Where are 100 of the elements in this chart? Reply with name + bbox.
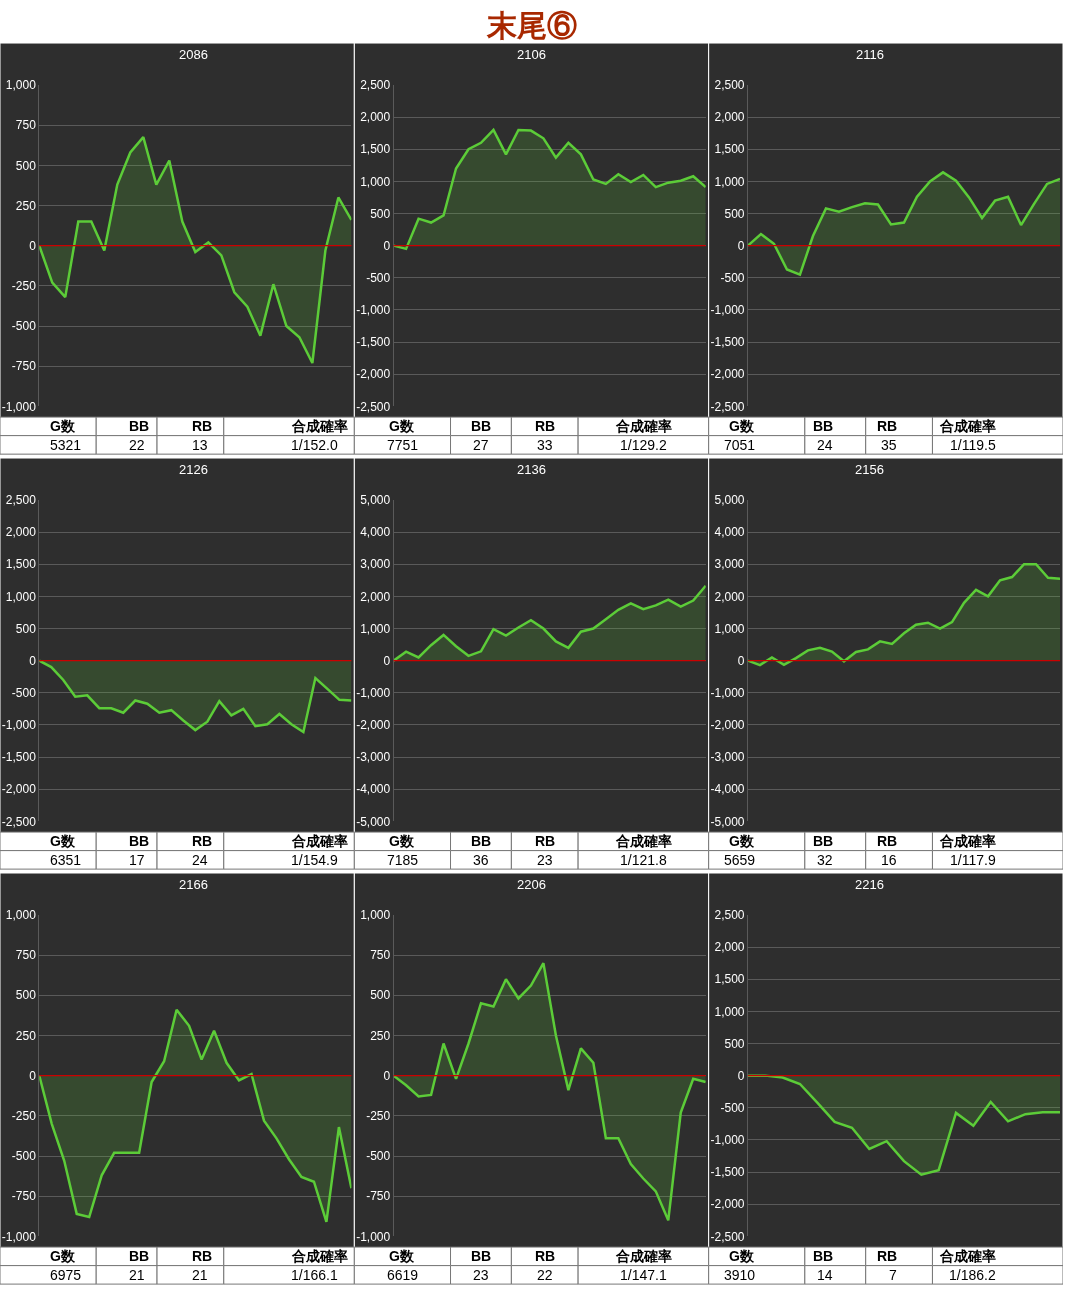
- text: 合成確率: [291, 418, 348, 434]
- text: 35: [881, 437, 897, 453]
- y-tick-label: 500: [15, 988, 37, 1003]
- y-tick-label: 750: [15, 948, 37, 963]
- text: G数: [50, 833, 76, 849]
- y-tick-label: -1,000: [1, 718, 37, 733]
- text: BB: [471, 418, 492, 434]
- text: 5659: [724, 852, 756, 868]
- text: 1/152.0: [291, 437, 338, 453]
- text: 合成確率: [939, 833, 996, 849]
- y-tick-label: -3,000: [356, 750, 391, 765]
- text: 22: [129, 437, 145, 453]
- text: 合成確率: [939, 418, 996, 434]
- y-tick-label: 3,000: [360, 557, 391, 572]
- text: G数: [729, 833, 755, 849]
- text: 合成確率: [615, 833, 672, 849]
- text: 33: [537, 437, 553, 453]
- y-tick-label: 250: [370, 1028, 391, 1043]
- chart-title: 2156: [855, 462, 884, 477]
- text: G数: [389, 1248, 415, 1264]
- y-tick-label: -2,000: [356, 718, 391, 733]
- text: RB: [192, 418, 213, 434]
- y-tick-label: -1,000: [710, 686, 745, 700]
- y-tick-label: 0: [29, 238, 37, 253]
- y-tick-label: 1,500: [5, 557, 37, 572]
- y-tick-label: 1,000: [714, 1004, 745, 1019]
- text: 1/154.9: [291, 852, 338, 868]
- text: 6619: [387, 1267, 419, 1283]
- text: RB: [192, 833, 213, 849]
- text: RB: [877, 833, 898, 849]
- y-tick-label: -500: [11, 1149, 37, 1164]
- y-tick-label: -2,500: [710, 399, 745, 414]
- text: 合成確率: [615, 418, 672, 434]
- y-tick-label: -4,000: [356, 782, 391, 797]
- y-tick-label: 0: [29, 653, 37, 668]
- y-tick-label: -2,500: [710, 1229, 745, 1244]
- y-tick-label: 2,000: [360, 589, 391, 604]
- y-tick-label: 1,000: [5, 78, 37, 93]
- y-tick-label: -2,500: [1, 814, 37, 829]
- y-tick-label: -1,500: [356, 335, 391, 350]
- text: 1/117.9: [950, 852, 996, 868]
- text: 14: [817, 1267, 833, 1283]
- text: 合成確率: [291, 833, 348, 849]
- y-tick-label: -1,000: [710, 1133, 745, 1148]
- y-tick-label: -500: [366, 1149, 391, 1164]
- text: 7751: [387, 437, 419, 453]
- chart-title: 2206: [517, 877, 546, 892]
- chart-title: 2116: [856, 47, 884, 62]
- text: G数: [50, 1248, 76, 1264]
- chart-title: 2166: [179, 877, 208, 892]
- y-tick-label: -500: [720, 271, 745, 286]
- y-tick-label: -5,000: [710, 814, 745, 829]
- text: BB: [471, 1248, 492, 1264]
- y-tick-label: -500: [720, 1100, 745, 1115]
- y-tick-label: 1,500: [714, 972, 745, 987]
- y-tick-label: -1,000: [356, 303, 391, 318]
- chart-title: 2216: [855, 877, 884, 892]
- text: 24: [192, 852, 208, 868]
- text: 末尾⑥: [486, 9, 577, 42]
- y-tick-label: 0: [383, 238, 391, 253]
- text: 23: [537, 852, 553, 868]
- y-tick-label: 500: [724, 206, 745, 221]
- text: BB: [129, 418, 150, 434]
- y-tick-label: 1,000: [5, 908, 37, 923]
- y-tick-label: -1,000: [710, 303, 745, 318]
- text: 16: [881, 852, 897, 868]
- y-tick-label: -2,000: [710, 718, 745, 733]
- chart-title: 2106: [517, 47, 546, 62]
- text: G数: [389, 833, 415, 849]
- y-tick-label: -750: [11, 359, 37, 374]
- y-tick-label: 0: [737, 1068, 745, 1083]
- text: 21: [192, 1267, 208, 1283]
- text: 23: [473, 1267, 489, 1283]
- text: BB: [129, 833, 150, 849]
- y-tick-label: -1,000: [356, 686, 391, 700]
- y-tick-label: -1,500: [710, 335, 745, 350]
- y-tick-label: 3,000: [714, 557, 745, 572]
- y-tick-label: -2,000: [356, 367, 391, 382]
- y-tick-label: 2,000: [714, 110, 745, 125]
- text: 5321: [50, 437, 82, 453]
- y-tick-label: -1,000: [356, 1229, 391, 1244]
- text: 合成確率: [939, 1248, 996, 1264]
- y-tick-label: -250: [11, 279, 37, 294]
- y-tick-label: -250: [11, 1109, 37, 1124]
- text: 21: [129, 1267, 145, 1283]
- y-tick-label: -4,000: [710, 782, 745, 797]
- y-tick-label: 250: [15, 1028, 37, 1043]
- text: RB: [877, 418, 898, 434]
- chart-title: 2086: [179, 47, 208, 62]
- y-tick-label: 1,500: [714, 142, 745, 157]
- y-tick-label: -3,000: [710, 750, 745, 765]
- text: G数: [50, 418, 76, 434]
- text: 7051: [724, 437, 756, 453]
- y-tick-label: 750: [370, 948, 391, 963]
- y-tick-label: 2,500: [5, 493, 37, 508]
- text: G数: [729, 418, 755, 434]
- text: RB: [535, 418, 556, 434]
- y-tick-label: 2,000: [360, 110, 391, 125]
- y-tick-label: 500: [724, 1036, 745, 1051]
- y-tick-label: 2,500: [714, 78, 745, 93]
